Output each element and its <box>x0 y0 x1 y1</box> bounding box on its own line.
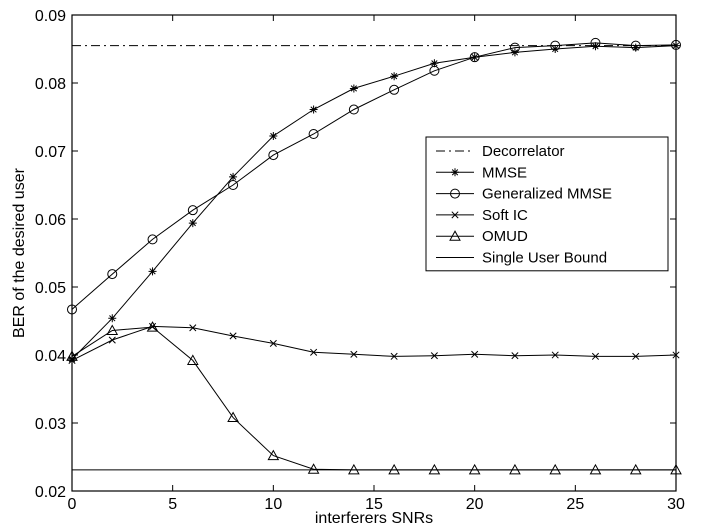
x-tick-label: 25 <box>566 496 584 513</box>
y-tick-label: 0.07 <box>35 144 66 161</box>
data-point-soft-ic <box>471 350 479 358</box>
data-point-generalized-mmse <box>550 40 561 51</box>
y-tick-label: 0.04 <box>35 348 66 365</box>
y-axis-label: BER of the desired user <box>11 167 28 338</box>
legend-label-soft-ic: Soft IC <box>482 207 528 224</box>
x-tick-label: 30 <box>667 496 685 513</box>
legend-label-mmse: MMSE <box>482 164 527 181</box>
y-tick-label: 0.08 <box>35 76 66 93</box>
data-point-soft-ic <box>591 352 600 360</box>
legend-label-omud: OMUD <box>482 228 528 245</box>
legend-marker-soft-ic <box>451 211 459 219</box>
series-line-mmse <box>71 45 677 360</box>
legend-label-decorrelator: Decorrelator <box>482 143 565 160</box>
series-line-generalized-mmse <box>71 42 677 310</box>
tick-layer: 0 5 10 15 20 25 30 0.02 0.03 0.04 0.05 0.06 0.07 0.08… <box>35 8 685 513</box>
data-point-soft-ic <box>430 352 438 360</box>
data-point-omud <box>106 324 119 336</box>
data-point-generalized-mmse <box>348 104 359 115</box>
data-point-mmse <box>229 172 238 181</box>
data-point-soft-ic <box>269 339 277 347</box>
series-line-soft-ic <box>71 325 677 361</box>
data-point-soft-ic <box>632 352 640 360</box>
data-point-omud <box>186 354 199 365</box>
data-point-mmse <box>591 42 600 51</box>
data-point-generalized-mmse <box>107 269 118 280</box>
y-tick-label: 0.03 <box>35 416 66 433</box>
data-point-generalized-mmse <box>268 150 279 161</box>
legend-marker-omud <box>449 230 461 241</box>
series-layer <box>66 37 682 475</box>
data-point-generalized-mmse <box>509 42 520 53</box>
data-point-generalized-mmse <box>630 40 641 51</box>
data-point-soft-ic <box>350 350 358 358</box>
data-point-mmse <box>188 219 197 228</box>
x-tick-label: 10 <box>264 496 282 513</box>
data-point-mmse <box>430 59 439 68</box>
data-point-mmse <box>349 84 358 93</box>
data-point-generalized-mmse <box>147 234 158 245</box>
data-point-soft-ic <box>390 352 398 360</box>
data-point-soft-ic <box>551 351 559 359</box>
data-point-mmse <box>390 72 399 81</box>
data-point-generalized-mmse <box>389 84 400 95</box>
data-point-omud <box>267 449 280 461</box>
legend-marker-mmse <box>451 168 459 177</box>
legend-marker-generalized-mmse <box>450 188 460 199</box>
data-point-mmse <box>148 267 157 276</box>
legend-label-single-user-bound: Single User Bound <box>482 250 607 267</box>
x-tick-label: 0 <box>68 496 77 513</box>
x-tick-label: 15 <box>365 496 383 513</box>
data-point-soft-ic <box>229 332 237 340</box>
data-point-generalized-mmse <box>590 37 601 48</box>
data-point-mmse <box>269 132 278 141</box>
legend: Decorrelator MMSE Generalized MMSE Soft IC O… <box>425 136 669 272</box>
data-point-generalized-mmse <box>187 205 198 216</box>
data-point-omud <box>307 463 320 474</box>
y-tick-label: 0.09 <box>35 8 66 25</box>
data-point-generalized-mmse <box>228 180 239 190</box>
data-point-soft-ic <box>189 324 197 332</box>
legend-box <box>425 136 669 272</box>
data-point-soft-ic <box>511 352 519 360</box>
data-point-mmse <box>309 105 318 114</box>
x-tick-label: 5 <box>168 496 177 513</box>
data-point-omud <box>146 321 159 332</box>
data-point-mmse <box>631 43 640 52</box>
legend-label-generalized-mmse: Generalized MMSE <box>482 186 612 203</box>
data-point-mmse <box>108 314 117 323</box>
data-point-soft-ic <box>310 348 318 356</box>
x-axis-label: interferers SNRs <box>315 510 433 527</box>
data-point-generalized-mmse <box>469 52 480 63</box>
data-point-soft-ic <box>108 336 116 344</box>
data-point-generalized-mmse <box>429 65 440 76</box>
y-tick-label: 0.02 <box>35 484 66 501</box>
y-tick-label: 0.05 <box>35 280 66 297</box>
data-point-mmse <box>551 45 560 53</box>
series-generalized-mmse <box>67 37 681 315</box>
data-point-generalized-mmse <box>308 129 319 139</box>
data-point-omud <box>227 411 239 423</box>
y-tick-label: 0.06 <box>35 212 66 229</box>
x-tick-label: 20 <box>466 496 484 513</box>
